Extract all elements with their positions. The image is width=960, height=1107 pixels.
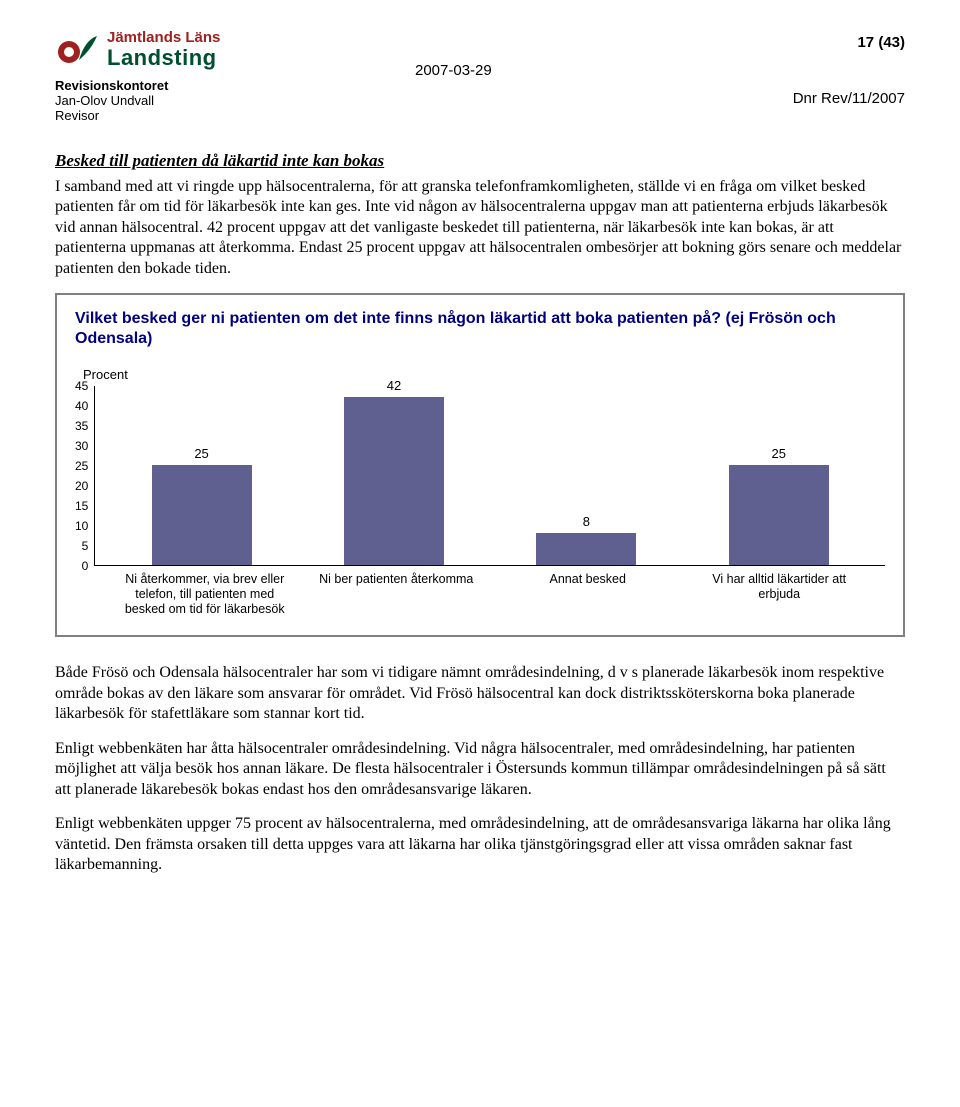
bar-group-2: 8 [502, 514, 671, 565]
bar-3 [729, 465, 829, 565]
document-header: Jämtlands Läns Landsting 2007-03-29 17 (… [55, 30, 905, 123]
xlabel-2: Annat besked [503, 572, 672, 617]
section-heading: Besked till patienten då läkartid inte k… [55, 151, 905, 171]
xlabel-3: Vi har alltid läkartider att erbjuda [695, 572, 864, 617]
bar-2 [536, 533, 636, 565]
bar-0 [152, 465, 252, 565]
xlabel-0: Ni återkommer, via brev eller telefon, t… [120, 572, 289, 617]
dnr-ref: Dnr Rev/11/2007 [793, 90, 905, 107]
logo-line1: Jämtlands Läns [107, 30, 220, 46]
paragraph-2: Både Frösö och Odensala hälsocentraler h… [55, 663, 905, 724]
logo-line2: Landsting [107, 46, 220, 69]
bar-value: 25 [772, 446, 786, 461]
page-indicator: 17 (43) [857, 34, 905, 51]
landsting-logo-icon [55, 30, 99, 74]
chart-bars: 25 42 8 25 [94, 386, 885, 566]
bar-value: 42 [387, 378, 401, 393]
chart-y-axis: 45 40 35 30 25 20 15 10 5 0 [75, 386, 94, 566]
bar-value: 8 [583, 514, 590, 529]
paragraph-4: Enligt webbenkäten uppger 75 procent av … [55, 814, 905, 875]
bar-group-3: 25 [694, 446, 863, 565]
office-name: Revisionskontoret [55, 78, 905, 93]
paragraph-3: Enligt webbenkäten har åtta hälsocentral… [55, 739, 905, 800]
author-name: Jan-Olov Undvall [55, 93, 905, 108]
chart-plot-area: 45 40 35 30 25 20 15 10 5 0 25 42 8 [75, 386, 885, 566]
bar-1 [344, 397, 444, 565]
header-meta: Revisionskontoret Jan-Olov Undvall Revis… [55, 78, 905, 123]
author-role: Revisor [55, 108, 905, 123]
chart-title: Vilket besked ger ni patienten om det in… [75, 309, 885, 349]
bar-group-1: 42 [309, 378, 478, 565]
chart-x-axis: Ni återkommer, via brev eller telefon, t… [75, 566, 885, 617]
xlabel-1: Ni ber patienten återkomma [312, 572, 481, 617]
bar-group-0: 25 [117, 446, 286, 565]
paragraph-1: I samband med att vi ringde upp hälsocen… [55, 177, 905, 279]
bar-value: 25 [194, 446, 208, 461]
bar-chart: Vilket besked ger ni patienten om det in… [55, 293, 905, 637]
logo-text: Jämtlands Läns Landsting [107, 30, 220, 69]
document-date: 2007-03-29 [415, 62, 492, 79]
chart-y-label: Procent [83, 367, 885, 382]
